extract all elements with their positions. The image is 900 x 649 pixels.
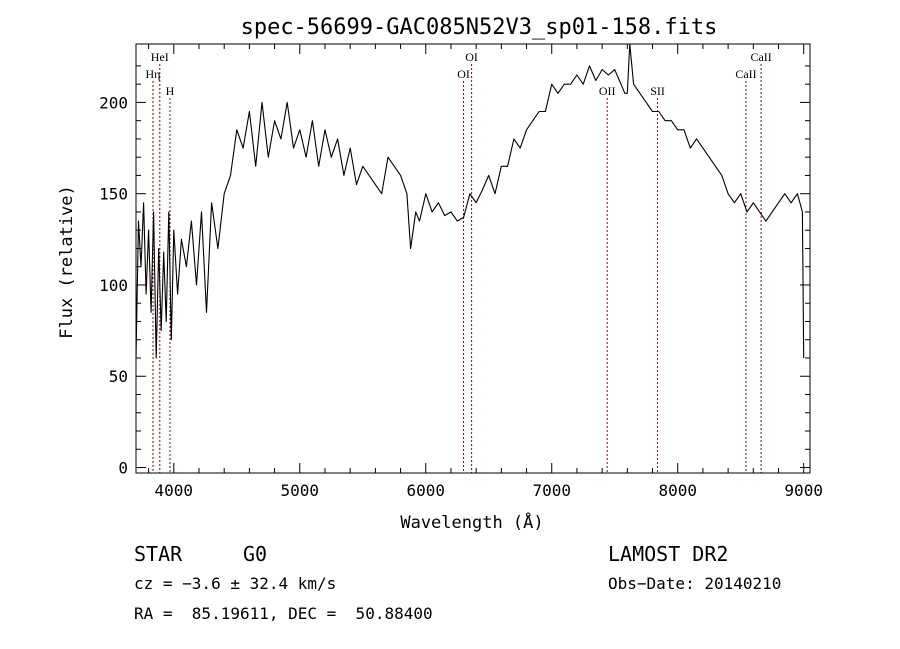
line-marker-label: CaII [750, 50, 771, 64]
redshift-cz: cz = −3.6 ± 32.4 km/s [134, 574, 337, 593]
x-tick-label: 4000 [155, 481, 194, 500]
line-marker-label: OII [599, 84, 616, 98]
survey-name: LAMOST DR2 [608, 542, 729, 566]
x-tick-label: 9000 [784, 481, 823, 500]
object-class: STAR [134, 542, 183, 566]
line-marker-label: OI [457, 67, 470, 81]
y-axis-label: Flux (relative) [57, 185, 77, 339]
spectrum-line [135, 43, 805, 359]
coordinates: RA = 85.19611, DEC = 50.88400 [134, 604, 433, 623]
y-tick-label: 200 [99, 93, 128, 112]
x-tick-label: 8000 [658, 481, 697, 500]
line-marker-label: H [166, 84, 175, 98]
line-marker-label: CaII [735, 67, 756, 81]
line-marker-label: HeI [151, 50, 169, 64]
line-marker-label: SII [650, 84, 665, 98]
y-tick-label: 0 [118, 459, 128, 478]
line-marker-label: OI [465, 50, 478, 64]
x-tick-label: 7000 [532, 481, 571, 500]
line-marker-label: Hη [146, 67, 161, 81]
y-tick-label: 100 [99, 276, 128, 295]
x-axis-label: Wavelength (Å) [400, 511, 543, 533]
x-tick-label: 6000 [406, 481, 445, 500]
x-tick-label: 5000 [281, 481, 320, 500]
line-markers: HeI Hη H OI OI OII SII CaII CaII [146, 50, 772, 473]
y-tick-label: 50 [109, 367, 128, 386]
chart-title: spec-56699-GAC085N52V3_sp01-158.fits [241, 15, 718, 40]
plot-frame [135, 43, 811, 474]
axes: 4000 5000 6000 7000 8000 9000 0 50 100 150 200 [99, 44, 823, 500]
y-tick-label: 150 [99, 185, 128, 204]
observation-date: Obs−Date: 20140210 [608, 574, 782, 593]
object-subclass: G0 [243, 542, 268, 566]
spectrum-series [135, 43, 805, 359]
